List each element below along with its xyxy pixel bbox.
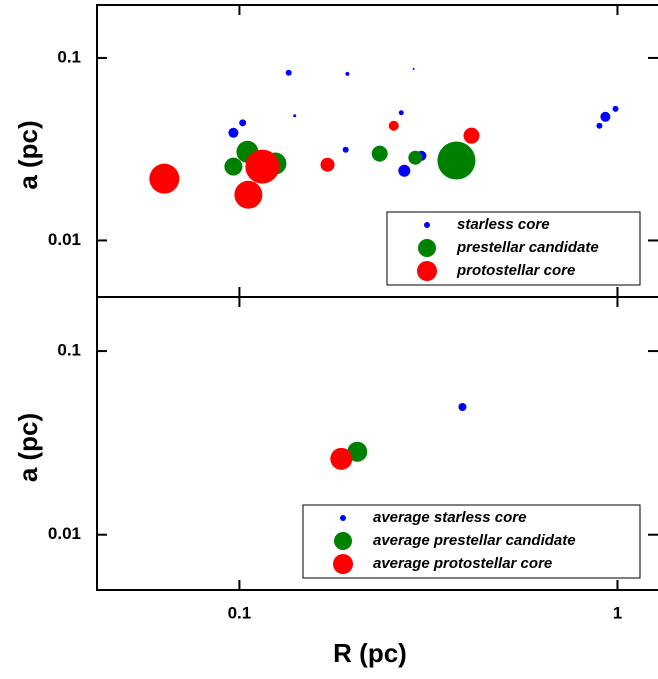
legend-marker [418, 239, 436, 257]
point [239, 119, 247, 127]
legend-label: average prestellar candidate [373, 532, 576, 549]
point [245, 149, 280, 184]
plot-frame [96, 296, 658, 591]
legend-label: starless core [457, 216, 550, 233]
legend-marker [417, 261, 437, 281]
point [596, 122, 603, 129]
point [437, 141, 476, 180]
x-axis-label: R (pc) [333, 638, 407, 668]
point [398, 110, 404, 116]
legend-label: average protostellar core [373, 555, 552, 572]
point [320, 157, 335, 172]
point [234, 180, 263, 209]
point [388, 120, 399, 131]
legend-marker [424, 222, 430, 228]
point [347, 441, 368, 462]
legend-marker [340, 515, 346, 521]
point [600, 111, 611, 122]
y-axis-label: a (pc) [13, 120, 43, 189]
point [408, 150, 423, 165]
x-tick-label: 0.1 [228, 603, 252, 622]
point [612, 105, 619, 112]
point [371, 145, 388, 162]
point [149, 163, 180, 194]
y-tick-label: 0.1 [57, 47, 81, 66]
legend-marker [334, 532, 352, 550]
y-axis-label: a (pc) [13, 413, 43, 482]
point [228, 127, 239, 138]
legend-box [302, 504, 641, 579]
legend-label: prestellar candidate [456, 239, 599, 256]
point [412, 67, 415, 70]
legend-marker [333, 554, 353, 574]
point [345, 71, 350, 76]
x-tick-label: 1 [613, 603, 622, 622]
point [458, 402, 467, 411]
point [398, 164, 411, 177]
point [330, 447, 353, 470]
y-tick-label: 0.01 [48, 230, 81, 249]
legend-label: protostellar core [456, 262, 575, 279]
legend-label: average starless core [373, 509, 526, 526]
point [293, 114, 297, 118]
y-tick-label: 0.01 [48, 524, 81, 543]
point [342, 146, 349, 153]
point [285, 69, 292, 76]
point [224, 157, 243, 176]
point [463, 127, 480, 144]
y-tick-label: 0.1 [57, 341, 81, 360]
